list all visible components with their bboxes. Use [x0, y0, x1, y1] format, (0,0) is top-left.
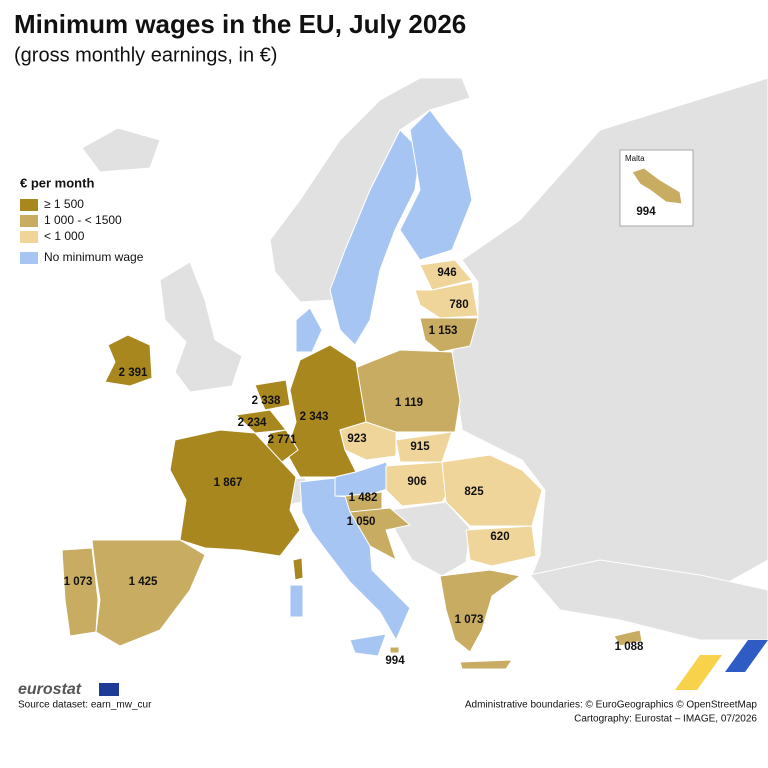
portugal: [61, 547, 99, 637]
eu-countries: [61, 109, 643, 670]
crete: [459, 659, 513, 670]
inset-title: Malta: [625, 154, 645, 163]
region-label: 994: [385, 655, 405, 667]
inset-label: 994: [636, 206, 656, 218]
sicily: [349, 633, 387, 657]
source: Source dataset: earn_mw_cur: [18, 700, 152, 711]
finland: [399, 109, 473, 261]
region-label: 906: [407, 476, 426, 488]
netherlands: [254, 379, 291, 411]
footer: eurostat Source dataset: earn_mw_cur Adm…: [18, 640, 768, 725]
region-label: 1 867: [214, 477, 243, 489]
legend-swatch: [20, 215, 38, 227]
estonia: [419, 259, 473, 291]
region-label: 2 338: [252, 395, 281, 407]
france: [169, 429, 301, 557]
legend-swatch: [20, 231, 38, 243]
inset-malta: [631, 167, 683, 205]
greece: [439, 569, 521, 653]
croatia: [349, 507, 411, 561]
malta-inset: Malta 994: [619, 149, 694, 227]
romania: [441, 454, 543, 527]
region-label: 1 073: [455, 614, 484, 626]
turkey: [529, 559, 768, 641]
legend-swatch: [20, 199, 38, 211]
iceland: [81, 127, 161, 173]
map-title: Minimum wages in the EU, July 2026: [14, 9, 466, 39]
poland: [354, 349, 461, 433]
region-label: 2 391: [119, 367, 148, 379]
legend-label: < 1 000: [44, 229, 85, 243]
region-label: 2 234: [238, 417, 267, 429]
lithuania: [419, 317, 479, 353]
legend: € per month ≥ 1 500 1 000 - < 1500 < 1 000…: [20, 175, 144, 264]
region-label: 1 050: [347, 516, 376, 528]
denmark: [295, 307, 323, 353]
eu-flag: [99, 683, 119, 696]
region-label: 620: [490, 531, 509, 543]
cyprus: [613, 629, 643, 647]
region-label: 915: [410, 441, 430, 453]
logo-text: eurostat: [18, 681, 82, 698]
credit: Administrative boundaries: © EuroGeograp…: [465, 700, 758, 711]
legend-title: € per month: [20, 175, 94, 190]
region-label: 923: [347, 433, 366, 445]
map-subtitle: (gross monthly earnings, in €): [14, 44, 277, 66]
region-label: 1 425: [129, 576, 158, 588]
credit: Cartography: Eurostat – IMAGE, 07/2026: [574, 714, 757, 725]
region-label: 1 153: [429, 325, 458, 337]
legend-swatch: [20, 252, 38, 264]
logo-blue: [725, 640, 768, 672]
malta: [389, 646, 400, 654]
latvia: [414, 281, 479, 319]
region-label: 825: [464, 486, 484, 498]
region-label: 2 343: [300, 411, 329, 423]
legend-label: ≥ 1 500: [44, 197, 84, 211]
region-label: 1 088: [615, 641, 644, 653]
logo-yellow: [675, 655, 722, 690]
sardinia: [289, 584, 304, 618]
corsica: [292, 557, 304, 581]
region-label: 780: [449, 299, 468, 311]
legend-label: 1 000 - < 1500: [44, 213, 122, 227]
region-label: 946: [437, 267, 456, 279]
ireland: [104, 334, 153, 387]
legend-label: No minimum wage: [44, 250, 144, 264]
bulgaria: [465, 525, 537, 567]
region-label: 1 482: [349, 492, 378, 504]
region-label: 1 119: [395, 397, 423, 409]
united-kingdom: [159, 261, 243, 393]
region-label: 2 771: [268, 434, 297, 446]
region-label: 1 073: [64, 576, 93, 588]
spain: [91, 539, 206, 647]
czechia: [339, 421, 397, 461]
